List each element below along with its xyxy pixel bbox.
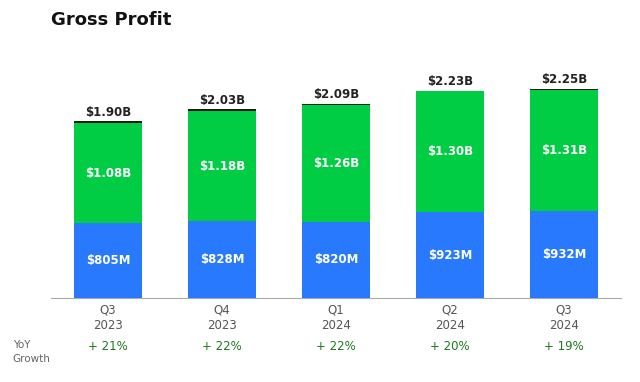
Bar	[188, 112, 256, 221]
Text: $923M: $923M	[428, 249, 472, 262]
Bar	[302, 104, 370, 105]
Text: $2.03B: $2.03B	[199, 94, 245, 107]
Bar	[416, 212, 484, 298]
Text: + 21%: + 21%	[88, 340, 128, 353]
Text: $820M: $820M	[314, 253, 358, 266]
Text: + 22%: + 22%	[316, 340, 356, 353]
Text: $1.18B: $1.18B	[199, 160, 245, 173]
Text: $828M: $828M	[200, 253, 244, 266]
Text: $1.26B: $1.26B	[313, 157, 359, 170]
Text: $2.09B: $2.09B	[313, 88, 359, 101]
Bar	[188, 109, 256, 112]
Text: + 22%: + 22%	[202, 340, 242, 353]
Text: $1.30B: $1.30B	[427, 146, 473, 159]
Text: Gross Profit: Gross Profit	[51, 11, 172, 29]
Text: $805M: $805M	[86, 254, 131, 267]
Bar	[530, 211, 598, 298]
Bar	[74, 121, 142, 123]
Bar	[74, 223, 142, 298]
Text: + 20%: + 20%	[430, 340, 470, 353]
Bar	[302, 222, 370, 298]
Bar	[188, 221, 256, 298]
Text: YoY
Growth: YoY Growth	[13, 340, 51, 364]
Bar	[302, 105, 370, 222]
Bar	[74, 123, 142, 223]
Text: $932M: $932M	[541, 248, 586, 261]
Bar	[530, 89, 598, 90]
Text: $1.31B: $1.31B	[541, 144, 587, 157]
Text: $2.25B: $2.25B	[541, 73, 587, 86]
Text: $1.08B: $1.08B	[85, 167, 131, 180]
Text: $2.23B: $2.23B	[427, 75, 473, 88]
Text: $1.90B: $1.90B	[85, 106, 131, 119]
Bar	[416, 91, 484, 92]
Text: + 19%: + 19%	[544, 340, 584, 353]
Bar	[530, 90, 598, 211]
Bar	[416, 92, 484, 212]
